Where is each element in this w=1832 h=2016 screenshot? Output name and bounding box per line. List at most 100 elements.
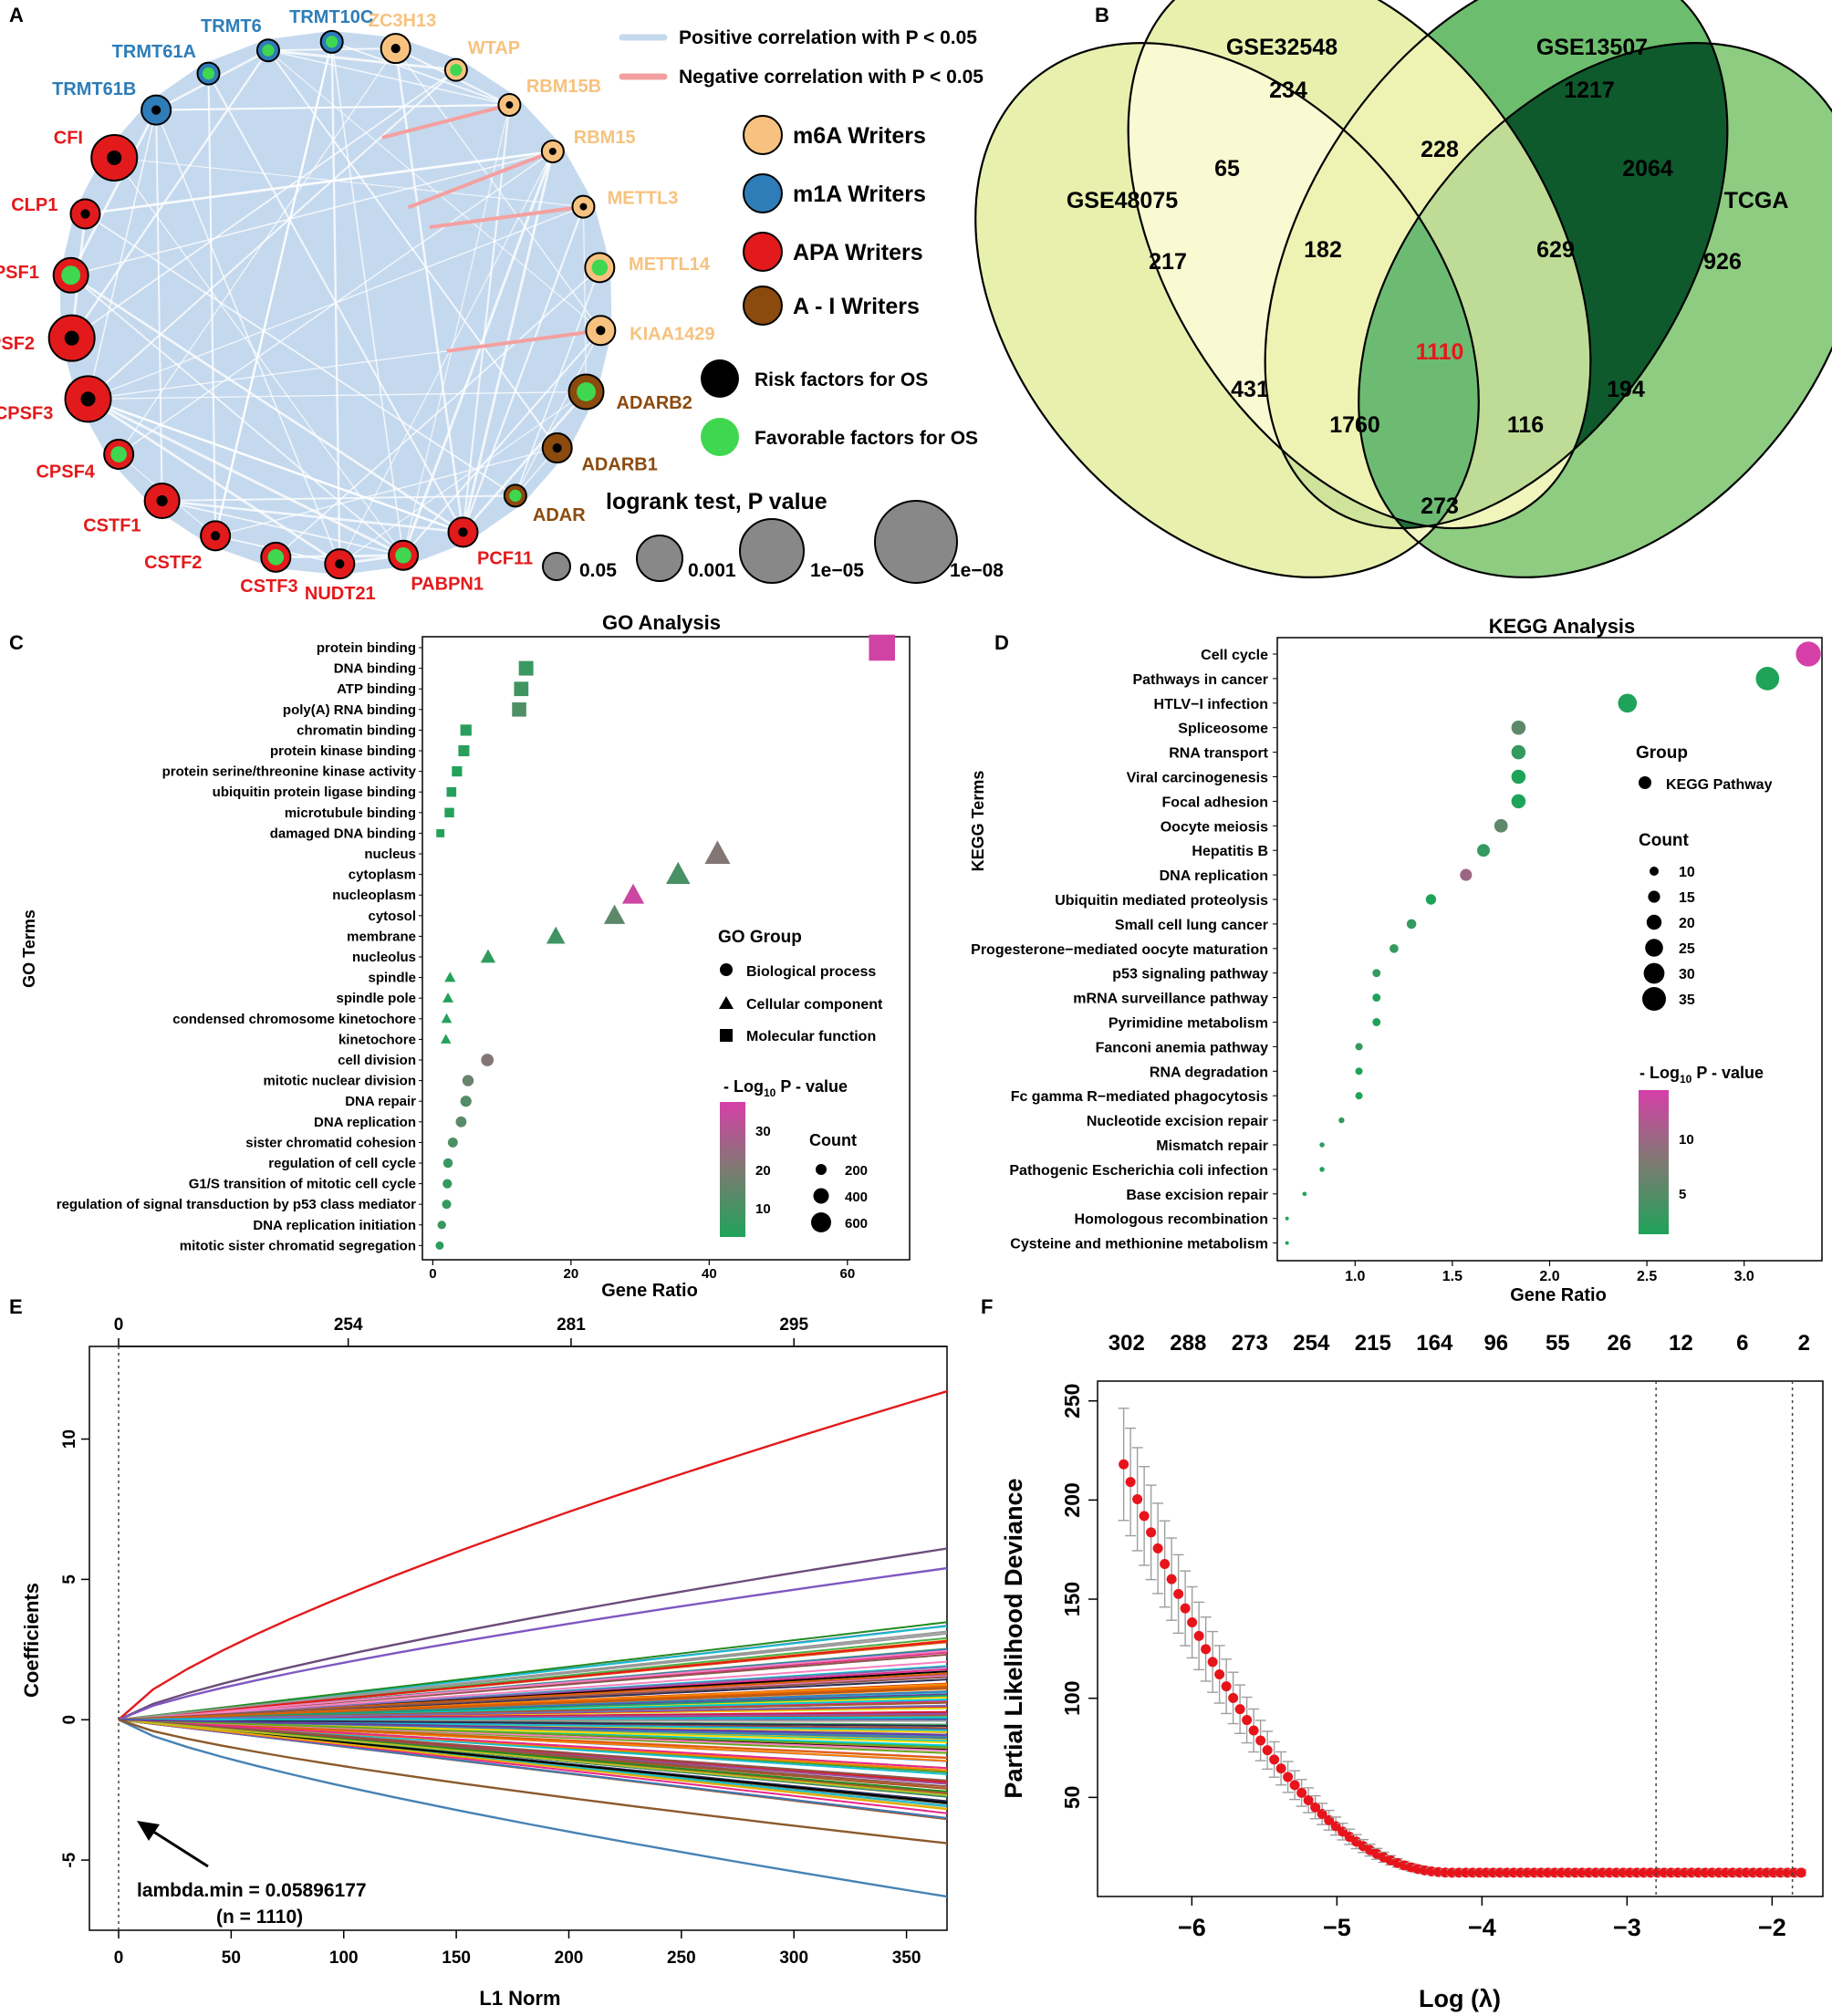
network-node-core-trmt6 <box>262 44 275 57</box>
kegg-term-ubiquitin-mediated-proteolysis: Ubiquitin mediated proteolysis <box>1055 893 1268 909</box>
venn-region-c: 217 <box>1149 249 1187 275</box>
kegg-term-rna-degradation: RNA degradation <box>1150 1065 1268 1080</box>
go-term-regulation-of-cell-cycle: regulation of cell cycle <box>268 1156 416 1171</box>
go-count-600 <box>811 1212 831 1232</box>
go-term-atp-binding: ATP binding <box>337 681 416 697</box>
go-title: GO Analysis <box>602 611 721 634</box>
network-node-core-rbm15b <box>505 101 514 109</box>
cv-point <box>1173 1588 1184 1599</box>
go-term-sister-chromatid-cohesion: sister chromatid cohesion <box>245 1135 416 1150</box>
network-edge-gap <box>331 40 510 106</box>
network-node-core-trmt61b <box>151 105 161 115</box>
go-mark-protein-serine-threonine-kinase-activity <box>452 766 463 777</box>
kegg-count-legend-circle <box>1646 914 1662 930</box>
legend-negative-label: Negative correlation with P < 0.05 <box>679 67 984 88</box>
kegg-count-legend-circle <box>1648 890 1660 903</box>
cv-x-label: Log (λ) <box>1419 1985 1501 2012</box>
network-edge-gap <box>462 206 585 533</box>
kegg-term-fanconi-anemia-pathway: Fanconi anemia pathway <box>1096 1040 1268 1055</box>
network-label-rbm15: RBM15 <box>574 128 636 148</box>
venn-region-n: 116 <box>1507 412 1544 438</box>
legend-size-3 <box>739 518 805 584</box>
go-term-dna-replication: DNA replication <box>314 1115 416 1130</box>
go-panel: GO Analysis protein binding DNA binding AT… <box>20 611 911 1301</box>
network-label-rbm15b: RBM15B <box>526 77 601 97</box>
kegg-term-dna-replication: DNA replication <box>1160 868 1268 884</box>
legend-m1a-circle <box>743 173 783 213</box>
go-mark-ubiquitin-protein-ligase-binding <box>446 786 457 797</box>
cv-y-tick-label: 250 <box>1060 1384 1084 1418</box>
network-edge-negative <box>429 204 584 230</box>
kegg-x-tick-label: 1.0 <box>1345 1269 1365 1284</box>
kegg-count-legend-label: 25 <box>1679 941 1695 957</box>
lasso-path <box>118 1716 948 1721</box>
kegg-color-bar <box>1639 1090 1669 1234</box>
go-x-tick-label: 20 <box>564 1266 579 1282</box>
network-label-cstf2: CSTF2 <box>144 553 202 573</box>
kegg-mark-cell-cycle <box>1796 641 1821 667</box>
network-edge-gap <box>161 500 404 556</box>
lasso-path <box>118 1649 948 1721</box>
lasso-path <box>118 1640 948 1721</box>
cv-x-tick-label: −6 <box>1178 1914 1206 1941</box>
go-mark-regulation-of-signal-transduction-by-p53-class-mediator <box>442 1200 452 1210</box>
legend-size-2 <box>636 535 683 582</box>
kegg-mark-progesterone-mediated-oocyte-maturation <box>1390 943 1399 953</box>
kegg-mark-hepatitis-b <box>1477 844 1490 857</box>
lasso-x-tick-label: 200 <box>555 1948 584 1968</box>
go-mark-protein-binding <box>869 634 895 661</box>
network-edge-gap <box>395 47 601 331</box>
kegg-mark-ubiquitin-mediated-proteolysis <box>1425 894 1437 905</box>
network-label-cpsf4: CPSF4 <box>36 462 95 482</box>
go-plot-frame <box>422 636 911 1261</box>
network-label-trmt6: TRMT6 <box>201 16 262 36</box>
cv-point <box>1262 1745 1273 1756</box>
cv-axes: −6 −5 −4 −3 −2 50 100 150 200 250 302 288 273 254 215 1… <box>1060 1331 1810 1941</box>
network-label-clp1: CLP1 <box>11 195 57 215</box>
kegg-x-tick-label: 2.5 <box>1637 1269 1657 1284</box>
network-edge-gap <box>462 104 511 533</box>
kegg-mark-base-excision-repair <box>1302 1191 1307 1197</box>
legend-size-3-label: 1e−05 <box>810 560 864 581</box>
cv-point <box>1139 1511 1150 1522</box>
kegg-count-legend-label: 30 <box>1679 967 1695 982</box>
cv-point <box>1180 1603 1191 1614</box>
kegg-x-tick-label: 3.0 <box>1734 1269 1754 1284</box>
venn-region-b: 1217 <box>1564 78 1615 103</box>
kegg-plot-frame <box>1276 637 1823 1262</box>
legend-risk-label: Risk factors for OS <box>755 369 928 390</box>
lasso-path <box>118 1719 948 1796</box>
network-edge-gap <box>214 41 333 536</box>
kegg-mark-spliceosome <box>1511 720 1526 735</box>
kegg-mark-cysteine-and-methionine-metabolism <box>1285 1241 1289 1245</box>
cv-point <box>1166 1574 1177 1585</box>
network-node-core-adar <box>509 489 522 502</box>
network-label-mettl14: METTL14 <box>629 255 711 275</box>
network-edge-gap <box>338 151 554 565</box>
kegg-count-legend-circle <box>1643 962 1665 984</box>
network-edge-gap <box>267 49 558 449</box>
venn-region-o: 273 <box>1421 494 1459 519</box>
go-term-labels: protein binding DNA binding ATP binding pol… <box>57 640 422 1253</box>
legend-positive-label: Positive correlation with P < 0.05 <box>679 27 977 48</box>
legend-m6a-label: m6A Writers <box>793 123 926 149</box>
venn-region-k: 431 <box>1231 377 1269 402</box>
kegg-panel: KEGG Analysis Cell cycle Pathways in canc… <box>969 615 1823 1305</box>
network-label-cstf1: CSTF1 <box>83 515 141 535</box>
kegg-term-homologous-recombination: Homologous recombination <box>1075 1212 1268 1228</box>
network-edge-gap <box>70 151 554 276</box>
network-nodes: ZC3H13 WTAP RBM15B RBM15 METTL3 METTL14 KIAA14… <box>0 7 715 604</box>
lasso-path-purple <box>118 1547 948 1721</box>
panel-label-f: F <box>981 1295 993 1318</box>
kegg-color-tick-5: 5 <box>1679 1187 1686 1202</box>
go-legend-cc: Cellular component <box>746 997 883 1013</box>
cv-top-tick-label: 273 <box>1232 1331 1268 1356</box>
network-label-cpsf3: CPSF3 <box>0 403 53 423</box>
cv-point <box>1310 1802 1321 1813</box>
network-node-core-adarb2 <box>577 382 596 401</box>
cv-x-tick-label: −4 <box>1468 1914 1496 1941</box>
network-edge-gap <box>267 49 510 106</box>
network-edge-gap <box>85 213 516 497</box>
kegg-mark-small-cell-lung-cancer <box>1406 919 1417 930</box>
network-edge-gap <box>207 73 217 536</box>
